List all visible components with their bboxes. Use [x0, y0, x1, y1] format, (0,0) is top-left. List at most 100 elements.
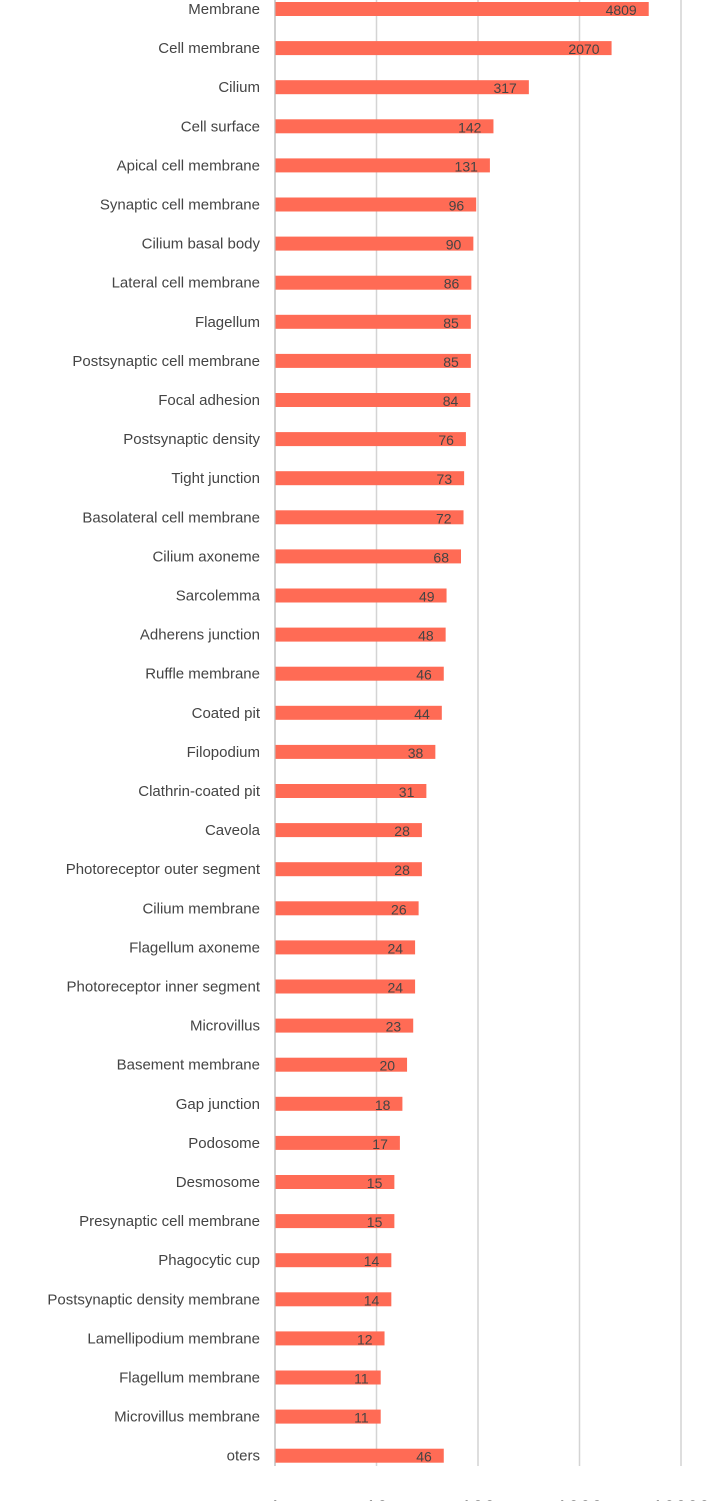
- category-labels: Membrane Cell membrane Cilium Cell surface A…: [47, 1, 260, 1465]
- bar: [275, 353, 471, 368]
- value-label: 46: [416, 667, 432, 683]
- category-label: Sarcolemma: [176, 588, 261, 605]
- bar: [275, 236, 474, 251]
- value-label: 48: [418, 628, 434, 644]
- category-label: Clathrin-coated pit: [138, 783, 261, 800]
- value-label: 4809: [606, 2, 637, 18]
- bar: [275, 784, 427, 798]
- bar: [275, 1448, 444, 1463]
- category-label: Basolateral cell membrane: [82, 509, 260, 526]
- value-label: 49: [419, 589, 435, 605]
- category-label: Photoreceptor inner segment: [67, 979, 261, 996]
- value-label: 85: [443, 354, 459, 370]
- value-label: 31: [399, 784, 415, 800]
- bar: [275, 471, 465, 486]
- category-label: Gap junction: [176, 1096, 260, 1113]
- value-label: 44: [414, 706, 430, 722]
- value-label: 18: [375, 1097, 391, 1113]
- bar: [275, 549, 461, 564]
- bars: [275, 2, 649, 1463]
- value-label: 76: [438, 432, 454, 448]
- value-label: 26: [391, 901, 407, 917]
- bar: [275, 275, 472, 290]
- bar: [275, 119, 494, 134]
- bar: [275, 744, 436, 759]
- category-label: Caveola: [205, 822, 261, 839]
- value-label: 38: [408, 745, 424, 761]
- bar: [275, 1135, 400, 1150]
- bar: [275, 1096, 403, 1111]
- value-label: 142: [458, 119, 482, 135]
- bar: [275, 1175, 395, 1189]
- bar: [275, 627, 446, 642]
- value-labels: 4809 2070 317 142 131 96 90 86 85 85 84 76 73 72 68 49 4…: [354, 2, 637, 1465]
- value-label: 85: [443, 315, 459, 331]
- value-label: 11: [354, 1371, 369, 1387]
- category-label: Microvillus membrane: [114, 1409, 260, 1426]
- bar: [275, 393, 471, 407]
- category-label: Membrane: [188, 1, 260, 18]
- bar: [275, 314, 471, 329]
- category-label: Focal adhesion: [158, 392, 260, 409]
- value-label: 11: [354, 1410, 369, 1426]
- value-label: 14: [364, 1292, 380, 1308]
- category-label: Flagellum: [195, 314, 260, 331]
- category-label: Cilium axoneme: [152, 548, 260, 565]
- bar: [275, 1018, 414, 1033]
- x-tick-label: 10: [365, 1497, 388, 1501]
- category-label: oters: [227, 1448, 260, 1465]
- category-label: Postsynaptic density: [123, 431, 260, 448]
- category-label: Podosome: [188, 1135, 260, 1152]
- value-label: 15: [367, 1214, 383, 1230]
- x-tick-label: 1: [269, 1497, 281, 1501]
- value-label: 17: [372, 1136, 388, 1152]
- category-label: Filopodium: [187, 744, 260, 761]
- category-label: Lateral cell membrane: [112, 275, 260, 292]
- value-label: 20: [379, 1058, 395, 1074]
- category-label: Cilium basal body: [142, 236, 261, 253]
- bar: [275, 1253, 392, 1268]
- bar: [275, 979, 416, 994]
- category-label: Adherens junction: [140, 627, 260, 644]
- bar: [275, 510, 464, 525]
- x-axis-tick-labels: 1 10 100 1000 10000: [269, 1497, 710, 1501]
- value-label: 24: [388, 940, 404, 956]
- x-tick-label: 10000: [652, 1497, 710, 1501]
- value-label: 317: [493, 80, 517, 96]
- bar: [275, 1214, 395, 1229]
- category-label: Apical cell membrane: [117, 157, 260, 174]
- category-label: Lamellipodium membrane: [87, 1330, 260, 1347]
- value-label: 73: [437, 471, 453, 487]
- value-label: 24: [388, 980, 404, 996]
- value-label: 28: [394, 862, 410, 878]
- category-label: Ruffle membrane: [145, 666, 260, 683]
- category-label: Tight junction: [171, 470, 260, 487]
- category-label: Cell surface: [181, 118, 260, 135]
- gridlines: [274, 0, 682, 1466]
- x-tick-label: 1000: [556, 1497, 603, 1501]
- category-label: Photoreceptor outer segment: [66, 861, 261, 878]
- bar: [275, 432, 466, 447]
- value-label: 28: [394, 823, 410, 839]
- value-label: 2070: [568, 41, 599, 57]
- category-label: Cilium membrane: [142, 900, 260, 917]
- category-label: Postsynaptic cell membrane: [72, 353, 260, 370]
- category-label: Flagellum membrane: [119, 1370, 260, 1387]
- value-label: 15: [367, 1175, 383, 1191]
- value-label: 84: [443, 393, 459, 409]
- category-label: Basement membrane: [117, 1057, 260, 1074]
- value-label: 72: [436, 510, 452, 526]
- value-label: 23: [386, 1019, 402, 1035]
- x-tick-label: 100: [460, 1497, 495, 1501]
- category-label: Postsynaptic density membrane: [47, 1291, 260, 1308]
- value-label: 68: [433, 549, 449, 565]
- bar: [275, 666, 444, 681]
- category-label: Microvillus: [190, 1018, 260, 1035]
- bar: [275, 1409, 381, 1424]
- bar: [275, 158, 490, 173]
- bar: [275, 823, 422, 838]
- bar: [275, 940, 416, 955]
- bar: [275, 588, 447, 603]
- bar: [275, 862, 422, 877]
